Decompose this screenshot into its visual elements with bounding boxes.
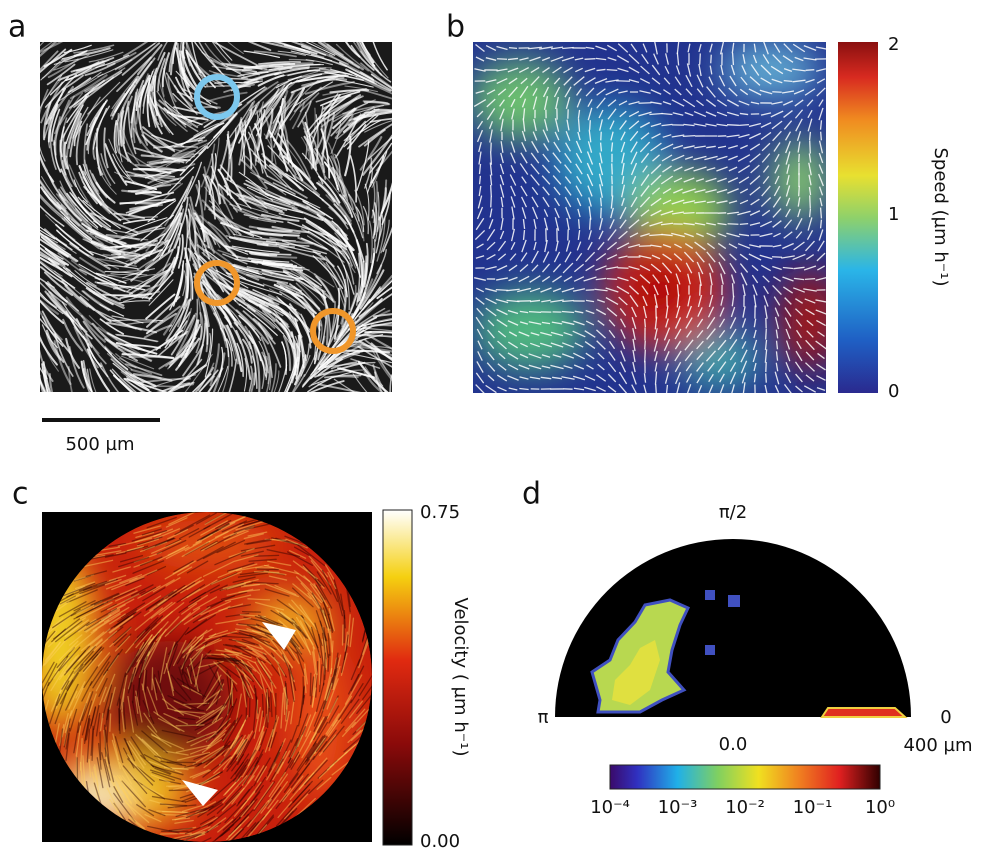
colorbar-tick-label: 10⁻³ [658, 797, 698, 818]
velocity-arrow [772, 92, 781, 93]
streak [133, 685, 134, 703]
velocity-arrow [784, 81, 793, 82]
radial-label: 0.0 [719, 734, 748, 755]
angle-label: π/2 [719, 502, 747, 523]
streak [284, 688, 285, 714]
colorbar [838, 42, 878, 393]
velocity-arrow [497, 59, 507, 60]
density-region [728, 595, 740, 607]
velocity-arrow [810, 209, 811, 217]
panel-letter: a [8, 10, 26, 45]
velocity-arrow [740, 224, 748, 225]
angle-label: π [538, 707, 549, 728]
colorbar-tick-label: 0.00 [420, 831, 460, 852]
colorbar-tick-label: 10⁻⁴ [590, 797, 630, 818]
density-region [705, 590, 715, 600]
velocity-arrow [667, 385, 668, 393]
velocity-arrow [821, 208, 822, 219]
streak [243, 612, 261, 613]
velocity-arrow [766, 329, 767, 340]
velocity-arrow [739, 125, 749, 126]
velocity-arrow [728, 224, 739, 225]
velocity-arrow [585, 59, 596, 60]
streak-image [22, 22, 411, 414]
colorbar-tick-label: 10⁻¹ [793, 797, 833, 818]
velocity-arrow [509, 48, 517, 49]
streak [152, 668, 153, 690]
velocity-arrow [590, 120, 591, 130]
density-region [705, 645, 715, 655]
streak [310, 673, 311, 695]
streak [257, 569, 278, 570]
velocity-arrow [529, 312, 541, 313]
velocity-arrow [805, 279, 815, 280]
velocity-arrow [810, 140, 811, 153]
velocity-arrow [799, 186, 800, 197]
velocity-arrow [821, 220, 822, 229]
velocity-arrow [727, 125, 739, 126]
velocity-arrow [700, 53, 701, 64]
velocity-arrow [590, 218, 591, 229]
velocity-arrow [772, 257, 782, 258]
velocity-arrow [607, 279, 617, 280]
velocity-arrow [601, 198, 602, 207]
velocity-arrow [711, 55, 712, 64]
velocity-arrow [645, 350, 646, 363]
colorbar-label: Speed (µm h⁻¹) [930, 147, 951, 286]
velocity-arrow [777, 341, 778, 350]
colorbar [383, 510, 412, 845]
velocity-arrow [480, 176, 481, 184]
colorbar-tick-label: 10⁻² [725, 797, 765, 818]
velocity-arrow [656, 384, 657, 394]
density-region [822, 708, 905, 717]
streak [176, 725, 204, 726]
streak [232, 681, 233, 706]
panel-letter: c [12, 477, 29, 512]
streak [130, 357, 172, 358]
colorbar-tick-label: 0 [888, 381, 899, 402]
colorbar-tick-label: 1 [888, 204, 899, 225]
colorbar-tick-label: 10⁰ [865, 797, 895, 818]
scale-label: 500 µm [65, 434, 134, 455]
panel-letter: d [522, 477, 541, 512]
colorbar [610, 765, 880, 789]
panel-letter: b [446, 10, 465, 45]
streak [249, 696, 250, 717]
streak [266, 693, 267, 727]
velocity-arrow [683, 136, 695, 137]
streak [110, 714, 111, 731]
velocity-arrow [579, 219, 580, 229]
velocity-arrow [810, 132, 811, 140]
speed-map [470, 40, 840, 396]
velocity-arrow [810, 195, 811, 208]
velocity-arrow [491, 185, 492, 197]
radial-label: 400 µm [903, 735, 972, 756]
velocity-arrow [733, 53, 734, 65]
colorbar-tick-label: 2 [888, 34, 899, 55]
colorbar-label: Velocity ( µm h⁻¹) [450, 598, 471, 757]
velocity-arrow [821, 132, 822, 141]
velocity-arrow [601, 208, 602, 219]
velocity-arrow [607, 70, 618, 71]
angle-label: 0 [940, 707, 951, 728]
streak [344, 611, 345, 628]
velocity-arrow [806, 70, 815, 71]
velocity-arrow [683, 213, 694, 214]
streak [100, 733, 101, 760]
colorbar-tick-label: 0.75 [420, 502, 460, 523]
velocity-arrow [645, 319, 646, 327]
velocity-arrow [700, 284, 701, 295]
velocity-arrow [616, 81, 630, 82]
velocity-arrow [586, 290, 595, 291]
velocity-arrow [711, 285, 712, 295]
velocity-arrow [601, 143, 602, 152]
velocity-arrow [766, 373, 767, 382]
